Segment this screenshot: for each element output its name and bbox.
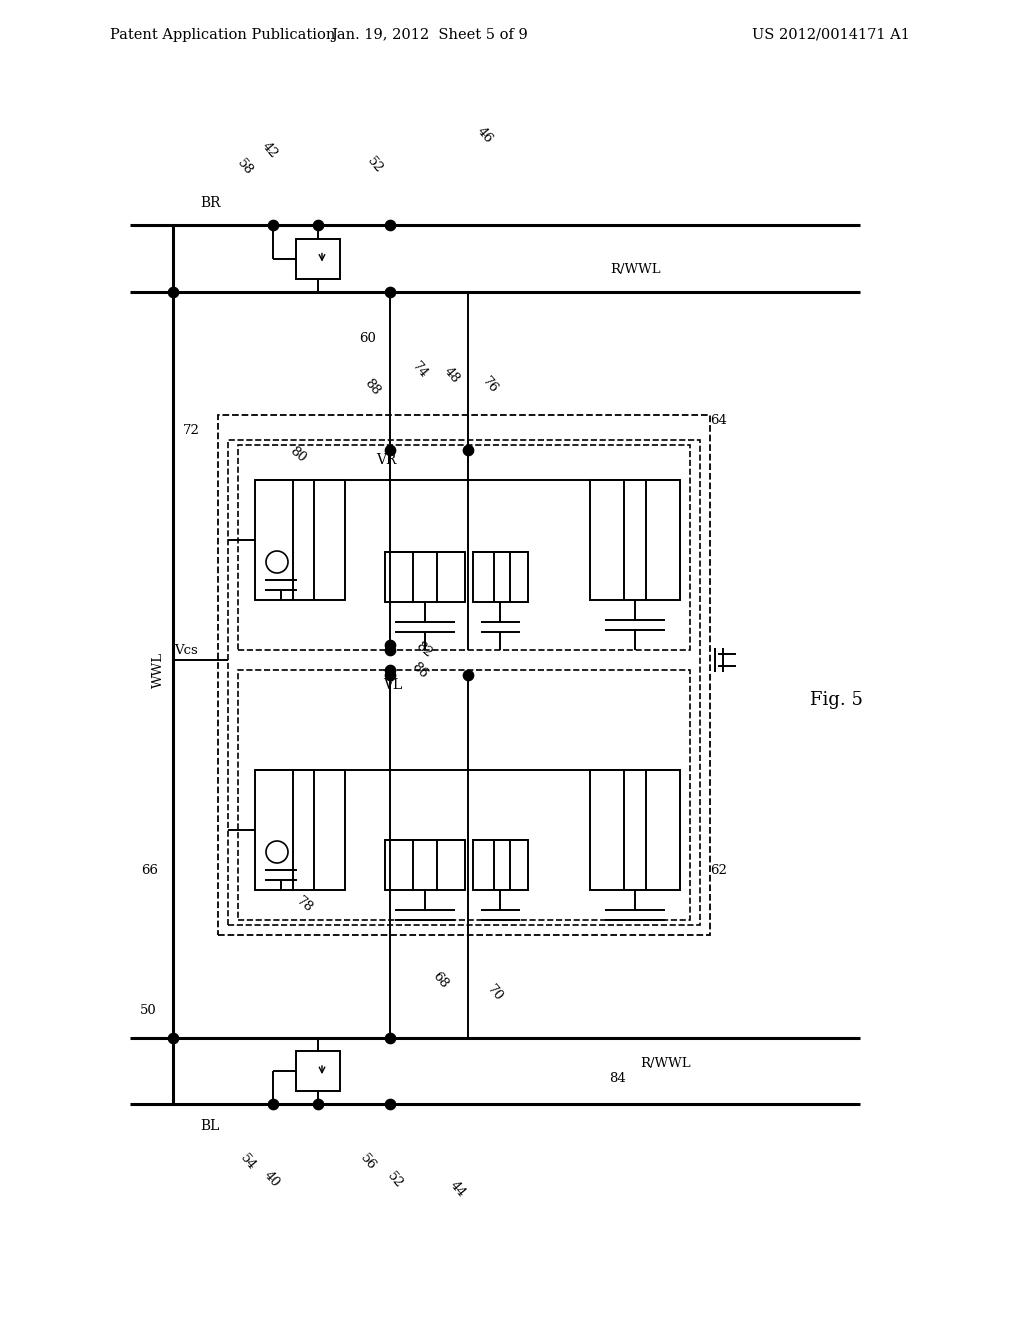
Point	[382, 639, 398, 660]
Text: 62: 62	[710, 863, 727, 876]
Text: 54: 54	[238, 1151, 258, 1172]
Text: 86: 86	[410, 660, 430, 681]
Text: 46: 46	[474, 124, 496, 145]
Text: 58: 58	[234, 156, 255, 178]
Point	[382, 281, 398, 302]
Text: 68: 68	[430, 969, 451, 990]
Bar	[473, 552, 528, 602]
Text: 76: 76	[479, 375, 501, 396]
Bar	[590, 480, 680, 601]
Text: 70: 70	[484, 982, 506, 1003]
Text: US 2012/0014171 A1: US 2012/0014171 A1	[752, 28, 910, 42]
Text: Jan. 19, 2012  Sheet 5 of 9: Jan. 19, 2012 Sheet 5 of 9	[332, 28, 528, 42]
Point	[165, 281, 181, 302]
Text: Vcs: Vcs	[174, 644, 198, 656]
Text: 50: 50	[139, 1003, 157, 1016]
Text: 52: 52	[365, 154, 385, 176]
Bar	[255, 770, 345, 890]
Text: 74: 74	[410, 359, 430, 380]
Text: 52: 52	[385, 1170, 406, 1191]
Text: R/WWL: R/WWL	[610, 264, 660, 276]
Point	[382, 440, 398, 461]
Text: 78: 78	[294, 895, 315, 915]
Bar	[296, 239, 340, 279]
Text: BL: BL	[200, 1119, 219, 1133]
Text: 88: 88	[361, 376, 382, 397]
Bar	[385, 552, 465, 602]
Point	[460, 440, 476, 461]
Point	[382, 1093, 398, 1114]
Bar	[238, 445, 690, 649]
Point	[382, 214, 398, 235]
Text: VL: VL	[383, 678, 402, 692]
Point	[310, 214, 327, 235]
Point	[382, 635, 398, 656]
Text: VR: VR	[377, 453, 397, 467]
Point	[382, 664, 398, 685]
Text: 72: 72	[183, 424, 200, 437]
Text: WWL: WWL	[152, 652, 165, 688]
Bar	[255, 480, 345, 601]
Bar	[228, 440, 700, 925]
Bar	[473, 840, 528, 890]
Point	[265, 214, 282, 235]
Point	[382, 1027, 398, 1048]
Text: 84: 84	[609, 1072, 627, 1085]
Text: 82: 82	[414, 640, 434, 660]
Text: 42: 42	[260, 140, 281, 161]
Text: 64: 64	[710, 413, 727, 426]
Text: BR: BR	[200, 195, 220, 210]
Bar	[238, 671, 690, 920]
Point	[265, 1093, 282, 1114]
Text: Fig. 5: Fig. 5	[810, 690, 863, 709]
Text: 80: 80	[288, 445, 308, 466]
Text: 66: 66	[141, 863, 159, 876]
Text: R/WWL: R/WWL	[640, 1056, 690, 1069]
Text: 48: 48	[441, 364, 463, 385]
Text: 60: 60	[359, 333, 377, 345]
Text: 56: 56	[357, 1151, 379, 1172]
Point	[310, 1093, 327, 1114]
Text: 44: 44	[447, 1179, 468, 1200]
Text: Patent Application Publication: Patent Application Publication	[110, 28, 336, 42]
Point	[165, 1027, 181, 1048]
Point	[382, 660, 398, 681]
Point	[460, 664, 476, 685]
Bar	[296, 1051, 340, 1092]
Bar	[218, 414, 710, 935]
Text: 40: 40	[262, 1168, 283, 1189]
Bar	[590, 770, 680, 890]
Bar	[385, 840, 465, 890]
